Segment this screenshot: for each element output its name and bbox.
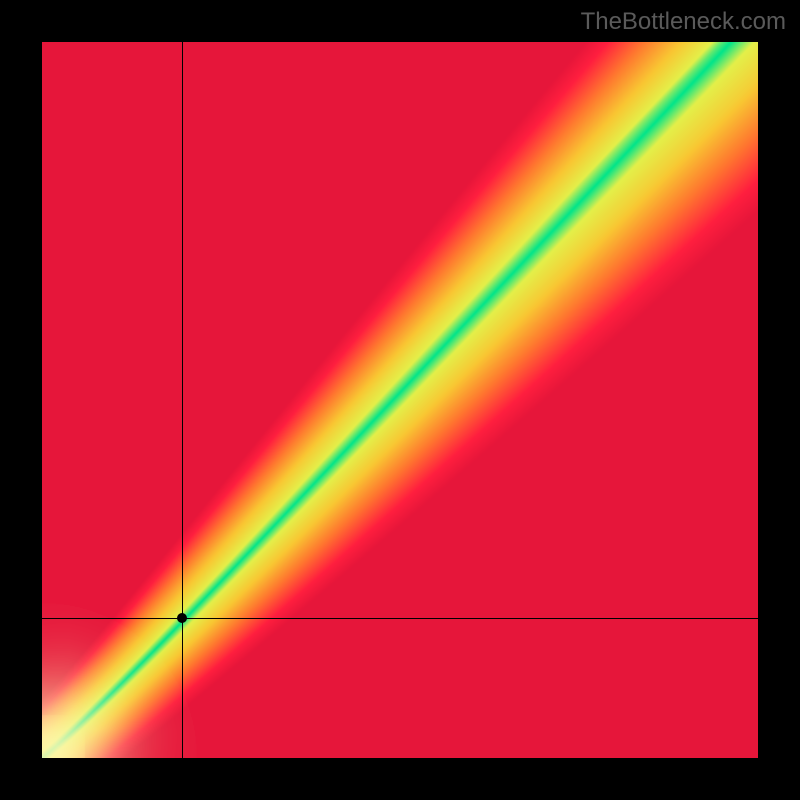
chart-container: TheBottleneck.com <box>0 0 800 800</box>
crosshair-horizontal <box>42 618 758 619</box>
marker-dot <box>177 613 187 623</box>
crosshair-vertical <box>182 42 183 758</box>
heatmap-plot <box>42 42 758 758</box>
watermark-text: TheBottleneck.com <box>581 8 786 36</box>
heatmap-canvas <box>42 42 758 758</box>
